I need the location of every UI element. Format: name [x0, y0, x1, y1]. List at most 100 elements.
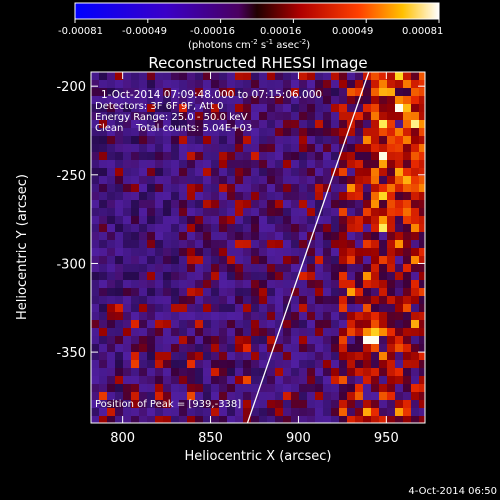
heatmap-cell	[379, 336, 387, 344]
heatmap-cell	[203, 408, 211, 416]
heatmap-cell	[371, 128, 379, 136]
heatmap-cell	[387, 168, 395, 176]
heatmap-cell	[331, 168, 339, 176]
heatmap-cell	[307, 80, 315, 88]
heatmap-cell	[115, 88, 123, 96]
heatmap-cell	[395, 408, 403, 416]
heatmap-cell	[275, 120, 283, 128]
heatmap-cell	[203, 192, 211, 200]
heatmap-cell	[363, 392, 371, 400]
heatmap-cell	[323, 176, 331, 184]
heatmap-cell	[419, 120, 425, 128]
heatmap-cell	[411, 192, 419, 200]
heatmap-cell	[395, 320, 403, 328]
heatmap-cell	[275, 88, 283, 96]
heatmap-cell	[251, 256, 259, 264]
heatmap-cell	[419, 136, 425, 144]
heatmap-cell	[99, 416, 107, 423]
heatmap-cell	[307, 360, 315, 368]
heatmap-cell	[171, 400, 179, 408]
heatmap-cell	[411, 216, 419, 224]
heatmap-cell	[411, 368, 419, 376]
heatmap-cell	[291, 320, 299, 328]
heatmap-cell	[395, 392, 403, 400]
heatmap-cell	[395, 280, 403, 288]
heatmap-cell	[275, 104, 283, 112]
heatmap-cell	[139, 112, 147, 120]
heatmap-cell	[323, 200, 331, 208]
heatmap-cell	[107, 144, 115, 152]
heatmap-cell	[115, 352, 123, 360]
heatmap-cell	[387, 280, 395, 288]
heatmap-cell	[243, 232, 251, 240]
heatmap-cell	[267, 320, 275, 328]
heatmap-cell	[323, 344, 331, 352]
heatmap-cell	[275, 272, 283, 280]
heatmap-cell	[219, 72, 227, 80]
heatmap-cell	[323, 416, 331, 423]
heatmap-cell	[123, 312, 131, 320]
heatmap-cell	[155, 160, 163, 168]
heatmap-cell	[123, 296, 131, 304]
heatmap-cell	[123, 376, 131, 384]
heatmap-cell	[123, 104, 131, 112]
heatmap-cell	[147, 264, 155, 272]
heatmap-cell	[403, 264, 411, 272]
heatmap-cell	[107, 224, 115, 232]
heatmap-cell	[347, 304, 355, 312]
heatmap-cell	[171, 80, 179, 88]
heatmap-cell	[267, 224, 275, 232]
heatmap-cell	[347, 368, 355, 376]
heatmap-cell	[147, 224, 155, 232]
heatmap-cell	[323, 312, 331, 320]
heatmap-cell	[283, 232, 291, 240]
heatmap-cell	[235, 224, 243, 232]
heatmap-cell	[99, 272, 107, 280]
heatmap-cell	[387, 304, 395, 312]
heatmap-cell	[323, 288, 331, 296]
heatmap-cell	[371, 208, 379, 216]
heatmap-cell	[203, 272, 211, 280]
heatmap-cell	[147, 104, 155, 112]
heatmap-cell	[131, 120, 139, 128]
heatmap-cell	[371, 272, 379, 280]
heatmap-cell	[251, 360, 259, 368]
heatmap-cell	[299, 360, 307, 368]
heatmap-cell	[363, 320, 371, 328]
heatmap-cell	[91, 320, 99, 328]
heatmap-cell	[243, 192, 251, 200]
heatmap-cell	[299, 416, 307, 423]
heatmap-cell	[331, 152, 339, 160]
heatmap-cell	[211, 216, 219, 224]
heatmap-cell	[195, 144, 203, 152]
heatmap-cell	[139, 208, 147, 216]
heatmap-cell	[275, 232, 283, 240]
heatmap-cell	[331, 160, 339, 168]
heatmap-cell	[91, 136, 99, 144]
heatmap-cell	[139, 336, 147, 344]
heatmap-cell	[339, 136, 347, 144]
heatmap-cell	[339, 416, 347, 423]
heatmap-cell	[211, 96, 219, 104]
heatmap-cell	[227, 248, 235, 256]
heatmap-cell	[299, 288, 307, 296]
heatmap-cell	[155, 144, 163, 152]
heatmap-cell	[147, 416, 155, 423]
heatmap-cell	[227, 368, 235, 376]
heatmap-cell	[331, 232, 339, 240]
heatmap-cell	[403, 272, 411, 280]
heatmap-cell	[419, 248, 425, 256]
heatmap-cell	[163, 112, 171, 120]
heatmap-cell	[131, 200, 139, 208]
heatmap-cell	[243, 96, 251, 104]
heatmap-cell	[107, 104, 115, 112]
heatmap-cell	[251, 344, 259, 352]
heatmap-cell	[115, 144, 123, 152]
heatmap-cell	[171, 296, 179, 304]
heatmap-cell	[187, 88, 195, 96]
heatmap-cell	[131, 304, 139, 312]
heatmap-cell	[259, 376, 267, 384]
heatmap-cell	[419, 360, 425, 368]
heatmap-cell	[163, 88, 171, 96]
heatmap-cell	[323, 328, 331, 336]
